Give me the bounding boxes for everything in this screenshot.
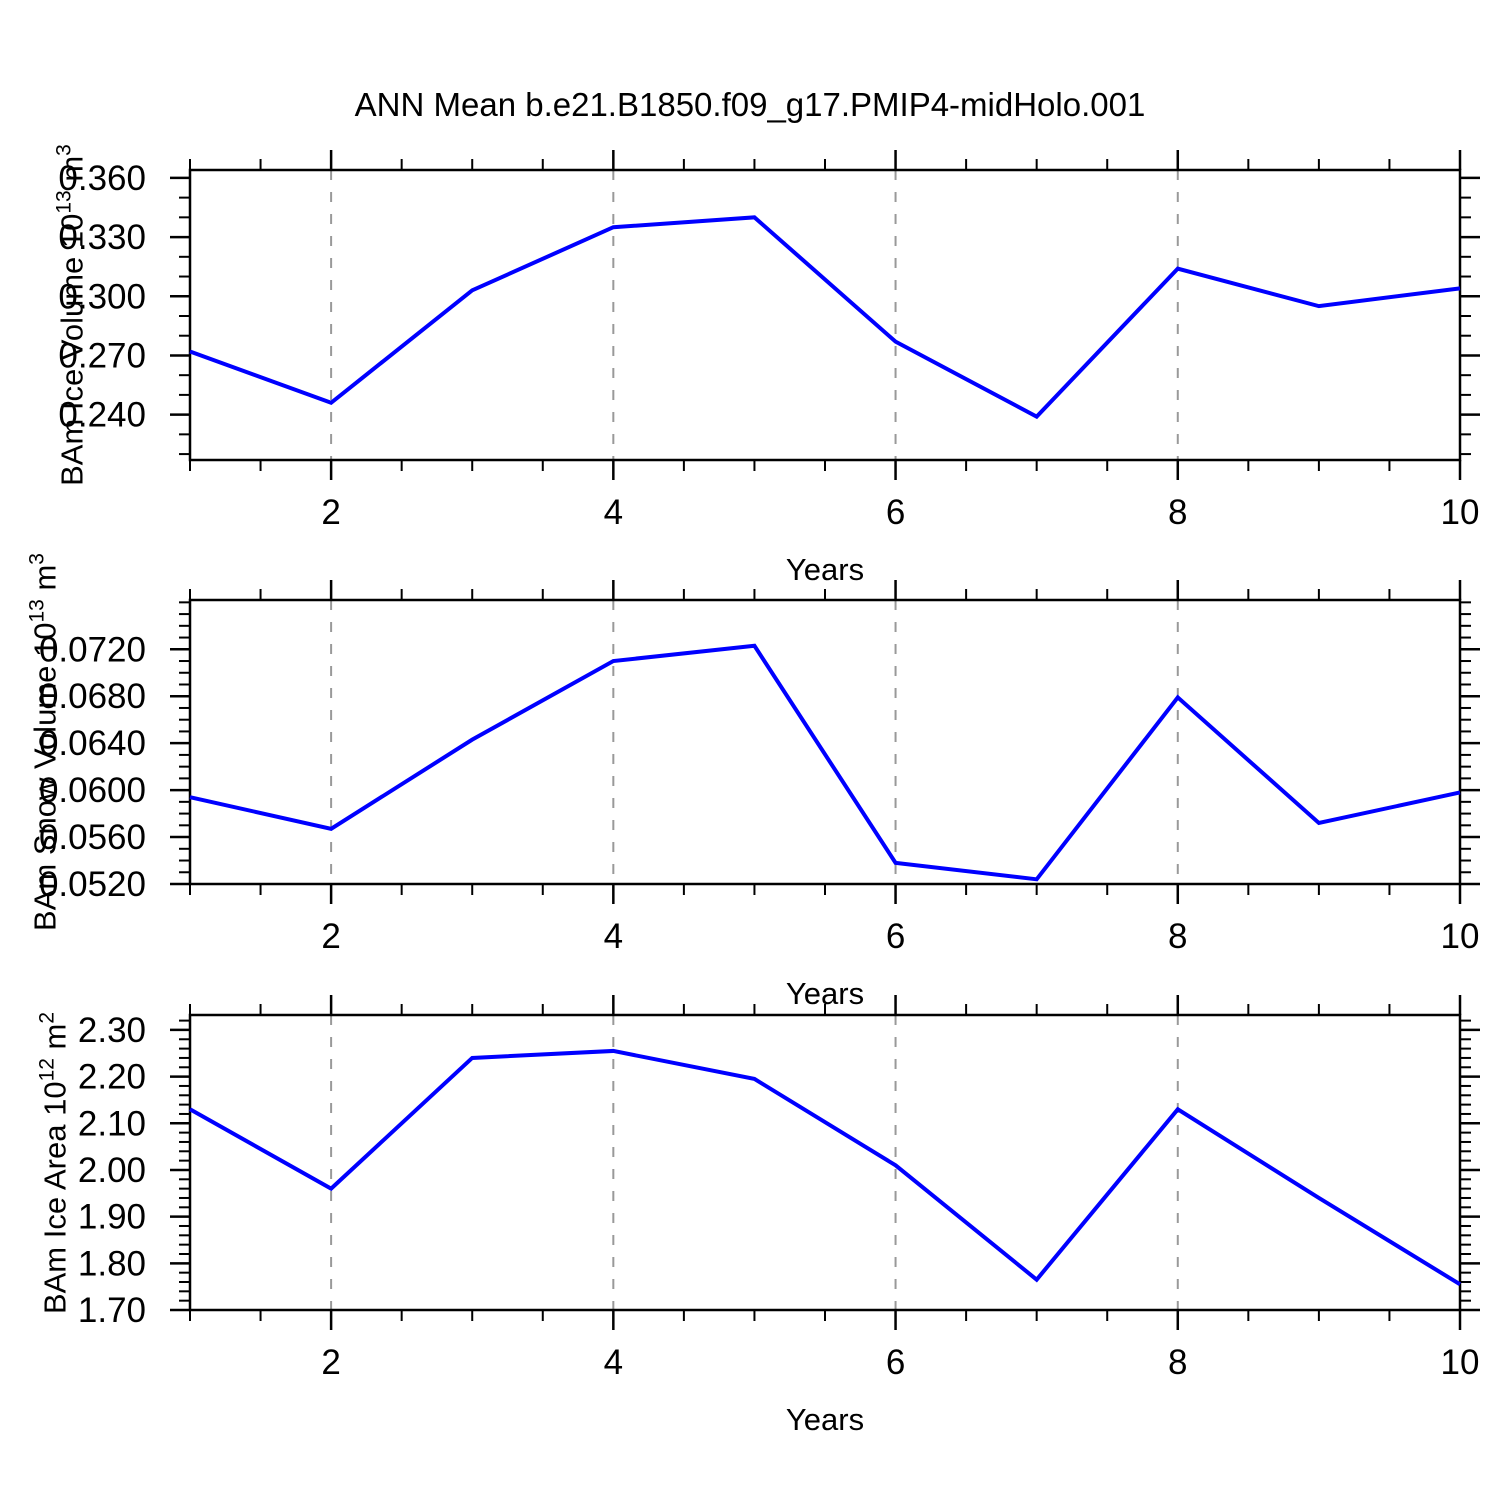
y-tick-label: 0.330 [58,218,146,257]
y-tick-label: 0.0640 [39,724,146,763]
y-axis-title-text: m [37,1023,73,1058]
y-axis-title-superscript: 13 [52,190,76,214]
y-tick-label: 0.240 [58,396,146,435]
data-line-ice-area [189,1048,1462,1287]
y-axis-title-superscript: 2 [35,1011,59,1024]
x-tick-label: 10 [1441,917,1480,956]
x-axis-title-ice-volume: Years [785,552,865,587]
y-tick-label: 0.300 [58,277,146,316]
plot-frame [188,168,1462,462]
data-line-snow-volume [189,643,1461,882]
y-axis-title-superscript: 3 [52,144,76,156]
y-tick-label: 2.20 [78,1058,146,1097]
plot-ice-area: 1.70 1.80 1.90 2.00 2.10 2.20 2.30 2 4 6 8 10 [78,995,1480,1382]
y-axis-title-text: m [27,564,63,600]
x-tick-label: 8 [1168,917,1187,956]
y-axis-title-text: BAm Snow Volume 10 [27,622,63,931]
y-axis-title-ice-area: BAm Ice Area 1012 m2 [36,1011,73,1314]
y-axis-title-ice-volume: BAm Ice Volume 1013 m3 [53,144,90,486]
x-tick-label: 4 [604,493,623,532]
y-axis-title-superscript: 13 [25,599,49,623]
x-tick-label: 2 [321,1343,340,1382]
page-title: ANN Mean b.e21.B1850.f09_g17.PMIP4-midHo… [354,86,1146,123]
y-tick-label: 0.270 [58,336,146,375]
x-tick-label: 2 [321,917,340,956]
y-tick-label: 1.90 [78,1198,146,1237]
y-tick-label: 0.0520 [39,865,146,904]
x-axis-title-ice-area: Years [785,1402,865,1437]
x-tick-label: 2 [321,493,340,532]
y-tick-label: 1.70 [78,1291,146,1330]
y-axis-title-text: BAm Ice Area 10 [37,1080,73,1314]
y-tick-label: 2.30 [78,1011,146,1050]
y-tick-label: 2.00 [78,1151,146,1190]
x-tick-label: 10 [1441,1343,1480,1382]
y-tick-label: 0.0680 [39,677,146,716]
x-tick-label: 10 [1441,493,1480,532]
y-axis-title-text: m [54,155,90,191]
x-tick-label: 6 [886,493,905,532]
y-axis-title-text: BAm Ice Volume 10 [54,213,90,486]
plot-snow-volume: 0.0520 0.0560 0.0600 0.0640 0.0680 0.0720 2 4 6 8… [39,580,1480,956]
x-tick-label: 6 [886,917,905,956]
plot-frame [188,1013,1462,1312]
x-axis-title-snow-volume: Years [785,976,865,1011]
y-tick-label: 0.0600 [39,771,146,810]
y-tick-label: 2.10 [78,1104,146,1143]
y-tick-label: 0.0720 [39,630,146,669]
y-tick-label: 0.0560 [39,818,146,857]
y-axis-title-snow-volume: BAm Snow Volume 1013 m3 [26,553,63,931]
x-tick-label: 4 [604,917,623,956]
x-tick-label: 8 [1168,493,1187,532]
data-line-ice-volume [189,215,1461,420]
y-tick-label: 0.360 [58,159,146,198]
y-axis-title-superscript: 3 [25,553,49,565]
plot-ice-volume: 0.240 0.270 0.300 0.330 0.360 2 4 6 8 10 [58,150,1480,532]
x-tick-label: 6 [886,1343,905,1382]
x-tick-label: 4 [604,1343,623,1382]
y-axis-title-superscript: 12 [35,1057,59,1081]
plot-frame [188,598,1462,886]
x-tick-label: 8 [1168,1343,1187,1382]
y-tick-label: 1.80 [78,1244,146,1283]
